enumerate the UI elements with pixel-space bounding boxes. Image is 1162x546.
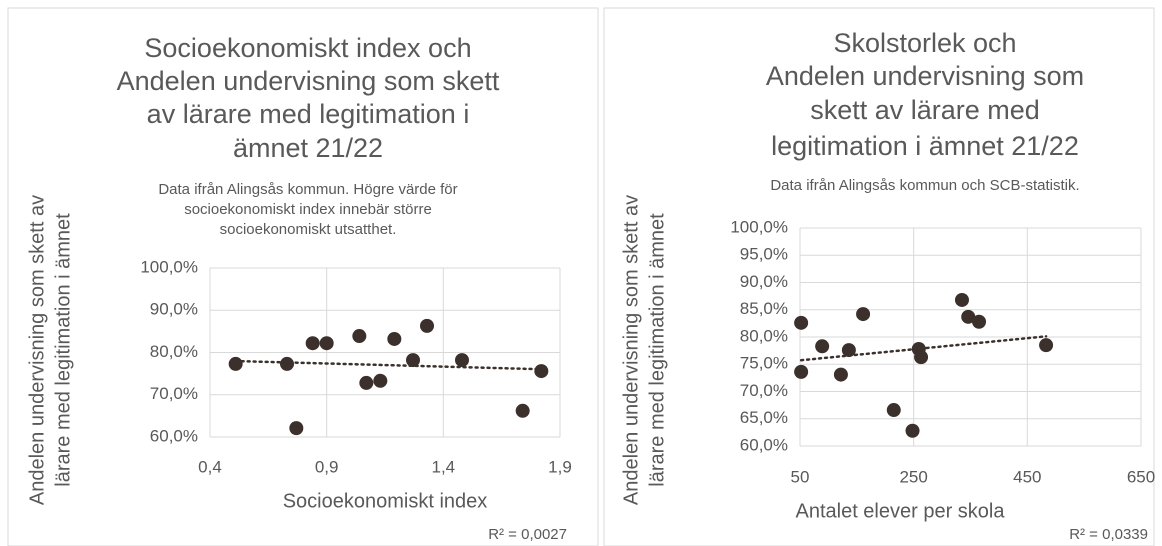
y-tick-label: 90,0% bbox=[740, 272, 788, 291]
point bbox=[794, 364, 809, 379]
y-tick-label: 65,0% bbox=[740, 408, 788, 427]
point bbox=[455, 353, 469, 368]
point bbox=[319, 336, 334, 351]
x-tick-label: 450 bbox=[1013, 467, 1041, 486]
point bbox=[305, 336, 320, 351]
point bbox=[359, 375, 374, 390]
y-tick-label: 100,0% bbox=[140, 257, 198, 276]
y-tick-label: 60,0% bbox=[150, 426, 198, 445]
point bbox=[954, 292, 969, 307]
point bbox=[1039, 338, 1054, 353]
point bbox=[914, 350, 929, 365]
chart-title: legitimation i ämnet 21/22 bbox=[771, 131, 1079, 161]
chart-title: Andelen undervisning som bbox=[766, 61, 1084, 91]
y-axis-label: Andelen undervisning som skett av bbox=[26, 195, 48, 505]
point bbox=[961, 309, 976, 324]
point bbox=[280, 356, 294, 371]
chart-title: Socioekonomiskt index och bbox=[144, 33, 471, 63]
panel bbox=[7, 7, 599, 546]
point bbox=[515, 403, 530, 418]
y-tick-label: 70,0% bbox=[740, 381, 788, 400]
chart-subtitle: Data ifrån Alingsås kommun och SCB-stati… bbox=[770, 177, 1079, 194]
y-tick-label: 95,0% bbox=[740, 245, 788, 264]
point bbox=[794, 315, 809, 330]
x-tick-label: 0,4 bbox=[198, 457, 222, 476]
point bbox=[833, 367, 848, 382]
x-tick-label: 1,4 bbox=[432, 457, 456, 476]
y-tick-label: 90,0% bbox=[150, 300, 198, 319]
point bbox=[352, 329, 367, 344]
chart-subtitle: Data ifrån Alingsås kommun. Högre värde … bbox=[158, 181, 457, 198]
y-tick-label: 80,0% bbox=[740, 326, 788, 345]
x-axis-label: Antalet elever per skola bbox=[795, 500, 1005, 522]
x-tick-label: 1,9 bbox=[548, 457, 572, 476]
point bbox=[387, 331, 402, 346]
point bbox=[905, 423, 920, 438]
y-tick-label: 60,0% bbox=[740, 435, 788, 454]
point bbox=[815, 339, 830, 354]
chart-subtitle: socioekonomiskt utsatthet. bbox=[220, 221, 397, 238]
y-tick-label: 100,0% bbox=[730, 217, 788, 236]
x-tick-label: 650 bbox=[1127, 467, 1155, 486]
chart-title: Skolstorlek och bbox=[833, 28, 1016, 58]
point bbox=[289, 421, 304, 436]
point bbox=[886, 403, 901, 418]
x-tick-label: 50 bbox=[791, 467, 810, 486]
y-tick-label: 70,0% bbox=[150, 384, 198, 403]
x-axis-label: Socioekonomiskt index bbox=[283, 490, 488, 512]
chart-title: av lärare med legitimation i bbox=[147, 99, 470, 129]
y-tick-label: 75,0% bbox=[740, 354, 788, 373]
point bbox=[972, 314, 987, 329]
point bbox=[534, 364, 549, 379]
x-tick-label: 250 bbox=[899, 467, 927, 486]
chart-subtitle: socioekonomiskt index innebär större bbox=[184, 201, 432, 218]
y-axis-label: Andelen undervisning som skett av bbox=[620, 195, 642, 505]
point bbox=[841, 343, 856, 358]
y-axis-label: lärare med legitimation i ämnet bbox=[646, 213, 668, 487]
y-tick-label: 85,0% bbox=[740, 299, 788, 318]
point bbox=[228, 356, 243, 371]
chart-title: skett av lärare med bbox=[810, 95, 1040, 125]
panel bbox=[603, 7, 1155, 546]
annotation: R² = 0,0339 bbox=[1069, 526, 1148, 543]
y-tick-label: 80,0% bbox=[150, 342, 198, 361]
chart-title: Andelen undervisning som skett bbox=[117, 66, 500, 96]
point bbox=[373, 373, 388, 388]
point bbox=[406, 353, 420, 368]
y-axis-label: lärare med legitimation i ämnet bbox=[52, 213, 74, 487]
x-tick-label: 0,9 bbox=[315, 457, 339, 476]
chart-title: ämnet 21/22 bbox=[233, 133, 383, 163]
point bbox=[856, 307, 871, 322]
annotation: R² = 0,0027 bbox=[488, 526, 567, 543]
point bbox=[420, 318, 434, 333]
